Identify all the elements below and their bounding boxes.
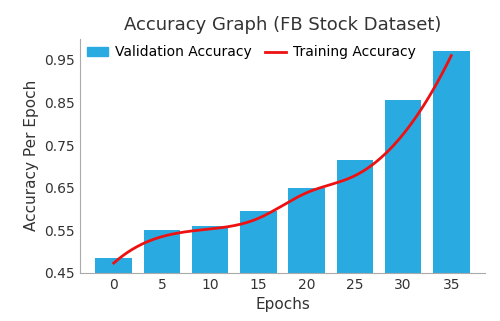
- Bar: [144, 230, 180, 321]
- Bar: [433, 51, 470, 321]
- Bar: [336, 160, 373, 321]
- Bar: [96, 258, 132, 321]
- Bar: [288, 188, 325, 321]
- Bar: [240, 211, 277, 321]
- Legend: Validation Accuracy, Training Accuracy: Validation Accuracy, Training Accuracy: [87, 46, 416, 59]
- X-axis label: Epochs: Epochs: [255, 297, 310, 312]
- Bar: [192, 226, 228, 321]
- Y-axis label: Accuracy Per Epoch: Accuracy Per Epoch: [24, 80, 39, 231]
- Title: Accuracy Graph (FB Stock Dataset): Accuracy Graph (FB Stock Dataset): [124, 16, 441, 34]
- Bar: [384, 100, 422, 321]
